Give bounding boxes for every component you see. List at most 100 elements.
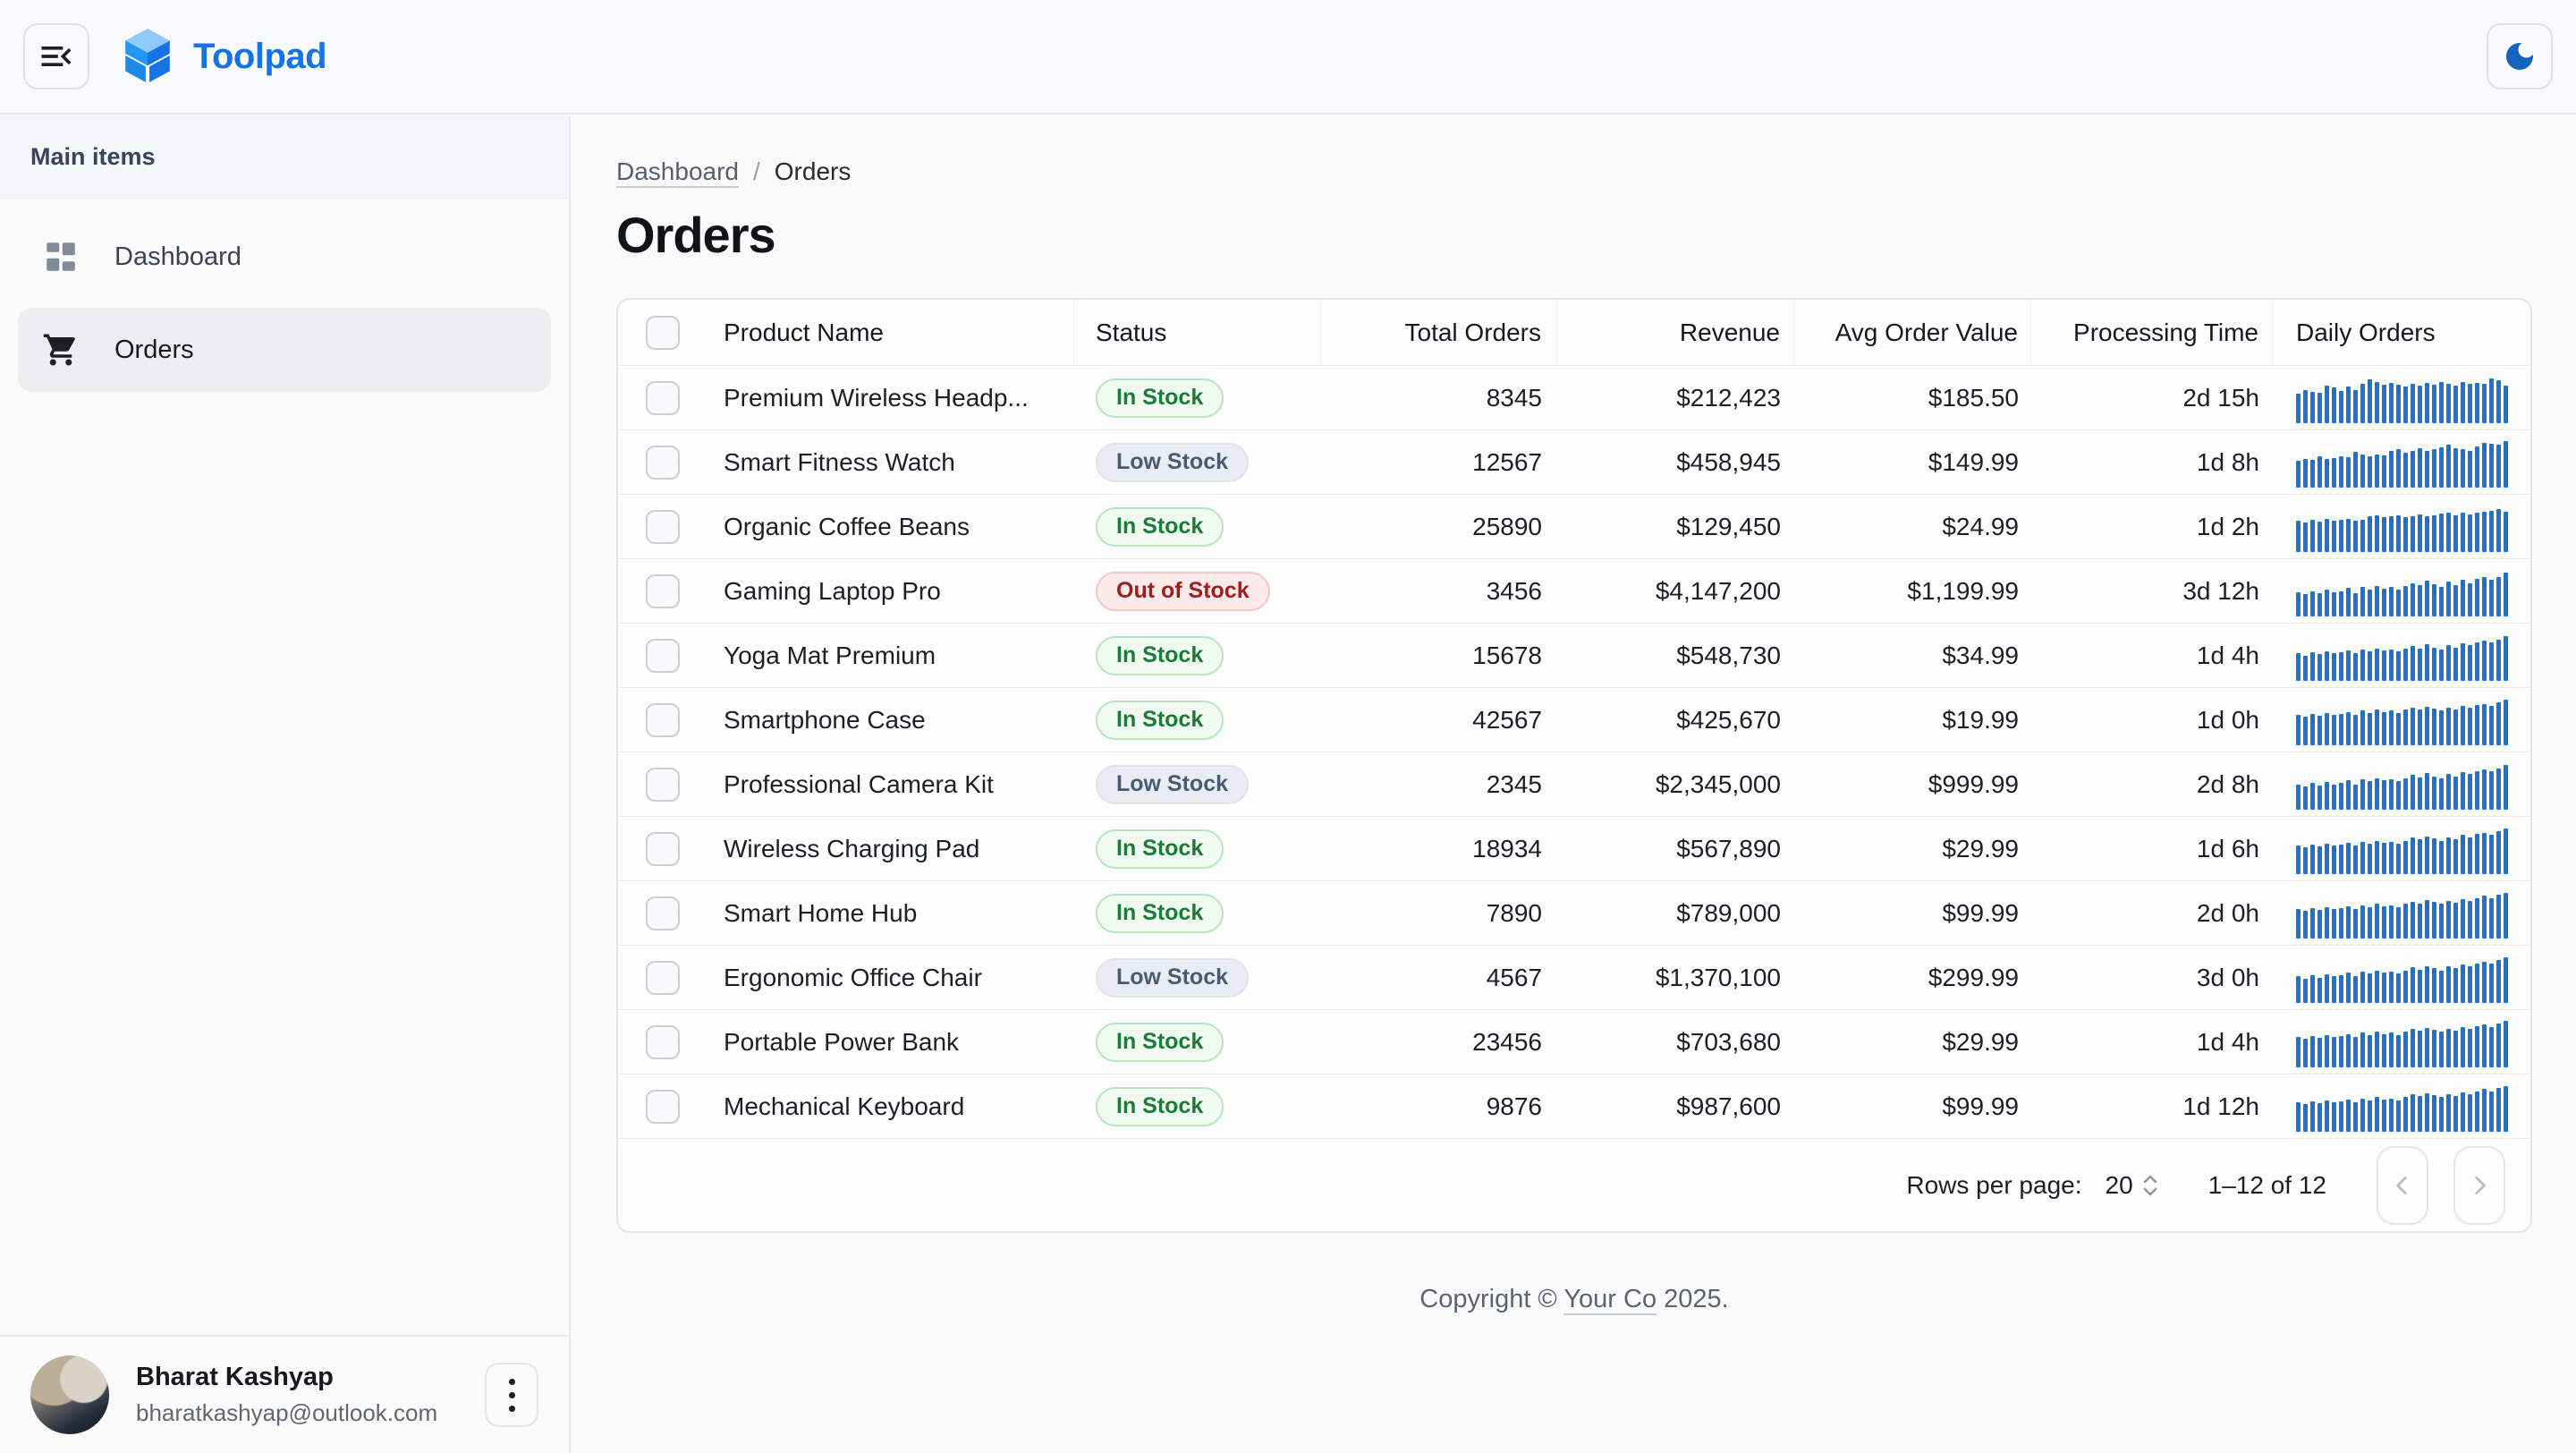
- theme-toggle-button[interactable]: [2487, 23, 2553, 89]
- sparkline-bar: [2353, 452, 2358, 488]
- table-row[interactable]: Mechanical Keyboard In Stock 9876 $987,6…: [618, 1074, 2530, 1138]
- user-menu-button[interactable]: [485, 1363, 538, 1427]
- collapse-menu-button[interactable]: [23, 23, 89, 89]
- sparkline-bar: [2303, 1039, 2308, 1067]
- sparkline-bar: [2453, 386, 2458, 423]
- sparkline-bar: [2339, 519, 2343, 552]
- sparkline-bar: [2403, 585, 2408, 616]
- daily-orders-sparkline: [2296, 1017, 2508, 1067]
- sparkline-bar: [2504, 386, 2508, 423]
- row-checkbox[interactable]: [646, 509, 680, 544]
- column-header-product-name[interactable]: Product Name: [708, 300, 1074, 365]
- dashboard-icon: [41, 238, 80, 276]
- row-checkbox[interactable]: [646, 831, 680, 866]
- table-row[interactable]: Smart Home Hub In Stock 7890 $789,000 $9…: [618, 880, 2530, 945]
- table-row[interactable]: Premium Wireless Headp... In Stock 8345 …: [618, 365, 2530, 429]
- row-checkbox[interactable]: [646, 1089, 680, 1124]
- column-header-status[interactable]: Status: [1074, 300, 1321, 365]
- row-checkbox[interactable]: [646, 702, 680, 737]
- sparkline-bar: [2375, 970, 2379, 1003]
- column-header-processing-time[interactable]: Processing Time: [2031, 300, 2273, 365]
- sparkline-bar: [2418, 514, 2422, 552]
- select-all-checkbox[interactable]: [646, 315, 680, 350]
- column-header-revenue[interactable]: Revenue: [1557, 300, 1794, 365]
- sparkline-bar: [2303, 459, 2308, 488]
- sparkline-bar: [2303, 786, 2308, 810]
- sparkline-bar: [2375, 648, 2379, 681]
- row-checkbox[interactable]: [646, 1024, 680, 1059]
- previous-page-button[interactable]: [2377, 1145, 2428, 1225]
- row-revenue: $212,423: [1676, 383, 1781, 412]
- row-checkbox[interactable]: [646, 767, 680, 802]
- sidebar-item-dashboard[interactable]: Dashboard: [18, 215, 551, 299]
- sparkline-bar: [2360, 519, 2365, 552]
- rows-per-page-label: Rows per page:: [1906, 1170, 2082, 1199]
- brand[interactable]: Toolpad: [122, 29, 327, 84]
- table-row[interactable]: Smart Fitness Watch Low Stock 12567 $458…: [618, 429, 2530, 494]
- sparkline-bar: [2353, 653, 2358, 681]
- row-checkbox[interactable]: [646, 574, 680, 608]
- sparkline-bar: [2389, 587, 2394, 616]
- table-row[interactable]: Ergonomic Office Chair Low Stock 4567 $1…: [618, 945, 2530, 1009]
- table-row[interactable]: Yoga Mat Premium In Stock 15678 $548,730…: [618, 623, 2530, 687]
- orders-table: Product Name Status Total Orders Revenue…: [616, 298, 2532, 1233]
- table-row[interactable]: Wireless Charging Pad In Stock 18934 $56…: [618, 816, 2530, 880]
- sparkline-bar: [2489, 444, 2494, 488]
- toolpad-logo-icon: [122, 29, 174, 84]
- sparkline-bar: [2332, 591, 2336, 616]
- row-product: Organic Coffee Beans: [724, 512, 970, 540]
- sparkline-bar: [2432, 902, 2436, 939]
- row-checkbox[interactable]: [646, 896, 680, 930]
- row-total-orders: 12567: [1472, 447, 1542, 476]
- rows-per-page-select[interactable]: 20: [2106, 1171, 2158, 1200]
- row-checkbox[interactable]: [646, 380, 680, 415]
- sparkline-bar: [2375, 840, 2379, 874]
- table-row[interactable]: Portable Power Bank In Stock 23456 $703,…: [618, 1009, 2530, 1074]
- sparkline-bar: [2439, 381, 2444, 423]
- row-checkbox[interactable]: [646, 960, 680, 995]
- sparkline-bar: [2310, 591, 2315, 616]
- column-header-daily-orders[interactable]: Daily Orders: [2296, 318, 2436, 346]
- sparkline-bar: [2504, 893, 2508, 939]
- table-row[interactable]: Organic Coffee Beans In Stock 25890 $129…: [618, 494, 2530, 558]
- sparkline-bar: [2353, 909, 2358, 939]
- sparkline-bar: [2482, 769, 2487, 810]
- sidebar-item-orders[interactable]: Orders: [18, 308, 551, 392]
- sparkline-bar: [2482, 896, 2487, 939]
- sparkline-bar: [2353, 714, 2358, 745]
- spinner-icon[interactable]: [2142, 1175, 2158, 1196]
- row-processing-time: 2d 8h: [2196, 769, 2259, 798]
- sparkline-bar: [2418, 584, 2422, 616]
- table-row[interactable]: Gaming Laptop Pro Out of Stock 3456 $4,1…: [618, 558, 2530, 623]
- column-header-avg-order-value[interactable]: Avg Order Value: [1794, 300, 2031, 365]
- sparkline-bar: [2411, 1028, 2415, 1067]
- row-product: Smart Home Hub: [724, 898, 918, 927]
- row-checkbox[interactable]: [646, 638, 680, 673]
- sparkline-bar: [2439, 1032, 2444, 1067]
- row-checkbox[interactable]: [646, 445, 680, 480]
- column-header-total-orders[interactable]: Total Orders: [1321, 300, 1557, 365]
- sparkline-bar: [2310, 519, 2315, 552]
- sparkline-bar: [2411, 967, 2415, 1003]
- row-revenue: $703,680: [1676, 1027, 1781, 1056]
- row-product: Professional Camera Kit: [724, 769, 994, 798]
- sparkline-bar: [2332, 458, 2336, 488]
- sparkline-bar: [2411, 516, 2415, 552]
- sparkline-bar: [2453, 710, 2458, 745]
- sparkline-bar: [2375, 777, 2379, 810]
- sparkline-bar: [2411, 902, 2415, 939]
- sparkline-bar: [2496, 639, 2501, 681]
- table-row[interactable]: Smartphone Case In Stock 42567 $425,670 …: [618, 687, 2530, 752]
- sparkline-bar: [2382, 905, 2386, 939]
- sparkline-bar: [2368, 1034, 2372, 1067]
- sparkline-bar: [2475, 579, 2479, 616]
- breadcrumb-link-dashboard[interactable]: Dashboard: [616, 157, 739, 185]
- next-page-button[interactable]: [2453, 1145, 2505, 1225]
- sparkline-bar: [2339, 1100, 2343, 1132]
- table-row[interactable]: Professional Camera Kit Low Stock 2345 $…: [618, 752, 2530, 816]
- sparkline-bar: [2403, 777, 2408, 810]
- sparkline-bar: [2346, 588, 2351, 616]
- topbar: Toolpad: [0, 0, 2576, 115]
- company-link[interactable]: Your Co: [1563, 1285, 1657, 1313]
- daily-orders-sparkline: [2296, 760, 2508, 810]
